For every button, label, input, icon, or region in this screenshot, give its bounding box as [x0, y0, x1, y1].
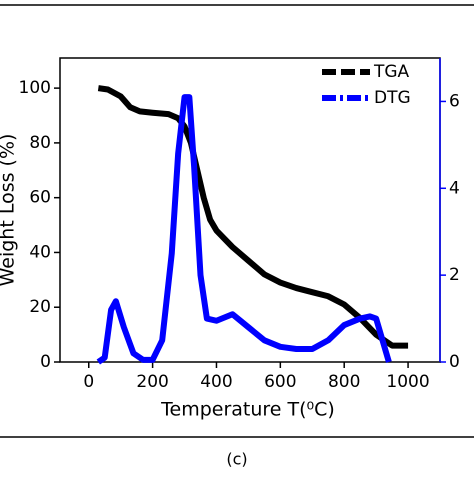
y-tick-label: 60: [29, 188, 51, 208]
y2-tick-label: 6: [449, 91, 460, 111]
y-tick-label: 0: [40, 352, 51, 372]
legend-label: TGA: [373, 62, 410, 82]
y-tick-label: 20: [29, 297, 51, 317]
legend-label: DTG: [374, 88, 411, 108]
caption: (c): [226, 450, 247, 469]
y2-tick-label: 4: [449, 178, 460, 198]
data-line: [96, 94, 392, 365]
x-tick-label: 400: [200, 372, 232, 392]
data-line: [97, 85, 409, 349]
x-tick-label: 0: [83, 372, 94, 392]
x-tick-label: 800: [328, 372, 360, 392]
y2-tick-label: 2: [449, 265, 460, 285]
y-tick-label: 80: [29, 133, 51, 153]
y-tick-label: 40: [29, 242, 51, 262]
y-axis-label: Weight Loss (%): [0, 134, 19, 287]
x-axis-label: Temperature T(⁰C): [160, 399, 335, 421]
x-tick-label: 1000: [386, 372, 429, 392]
y-tick-label: 100: [19, 78, 51, 98]
x-tick-label: 200: [136, 372, 168, 392]
x-tick-label: 600: [264, 372, 296, 392]
y2-tick-label: 0: [449, 352, 460, 372]
